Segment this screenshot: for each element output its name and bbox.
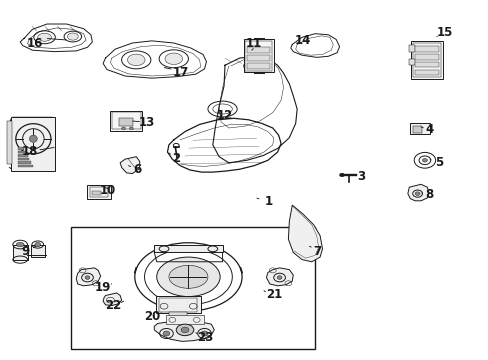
Ellipse shape [35, 242, 41, 247]
Text: 9: 9 [21, 245, 29, 258]
Bar [18, 154, 27, 157]
Bar [154, 245, 222, 252]
Text: 5: 5 [434, 156, 443, 168]
Text: 2: 2 [172, 152, 180, 165]
Ellipse shape [181, 327, 188, 333]
Bar [246, 55, 270, 61]
Ellipse shape [176, 324, 193, 336]
Polygon shape [288, 205, 322, 262]
Text: 20: 20 [143, 310, 160, 323]
Bar [11, 117, 55, 171]
Text: 7: 7 [313, 245, 321, 258]
Bar [119, 118, 133, 126]
Text: 23: 23 [197, 331, 213, 344]
Text: 15: 15 [435, 27, 452, 40]
Ellipse shape [164, 53, 182, 64]
Text: 14: 14 [294, 33, 310, 47]
Bar [246, 63, 270, 69]
Text: 3: 3 [357, 170, 365, 183]
Text: 6: 6 [133, 163, 141, 176]
Text: 10: 10 [100, 184, 116, 197]
Ellipse shape [122, 127, 125, 130]
Ellipse shape [163, 331, 169, 336]
Bar [110, 111, 142, 131]
Bar [408, 45, 414, 51]
Polygon shape [120, 157, 140, 174]
Bar [243, 40, 273, 72]
Bar [18, 150, 25, 153]
Ellipse shape [422, 158, 427, 162]
Text: 12: 12 [216, 109, 233, 122]
Text: 8: 8 [425, 188, 433, 201]
Bar [18, 147, 23, 149]
Text: 22: 22 [104, 299, 121, 312]
Bar [168, 312, 187, 318]
Ellipse shape [129, 127, 133, 130]
Bar [71, 226, 315, 348]
Bar [112, 112, 141, 130]
Text: 19: 19 [95, 281, 111, 294]
Ellipse shape [168, 265, 207, 288]
Bar [13, 244, 27, 260]
Bar [410, 41, 442, 79]
Bar [408, 59, 414, 65]
Bar [414, 69, 438, 75]
Bar [414, 62, 438, 67]
Bar [245, 41, 271, 71]
Bar [414, 46, 438, 51]
Bar [92, 191, 101, 195]
Polygon shape [154, 320, 214, 341]
Ellipse shape [85, 276, 90, 279]
Bar [409, 123, 429, 134]
Text: 4: 4 [425, 123, 433, 136]
Ellipse shape [67, 33, 78, 40]
Bar [166, 315, 203, 324]
Bar [31, 244, 44, 257]
Ellipse shape [277, 276, 282, 279]
Bar [87, 185, 111, 199]
Bar [6, 121, 12, 164]
Ellipse shape [29, 135, 37, 142]
Ellipse shape [127, 54, 145, 66]
Ellipse shape [38, 33, 51, 41]
Text: 18: 18 [22, 145, 38, 158]
Ellipse shape [16, 242, 24, 247]
Bar [159, 298, 197, 312]
Bar [18, 161, 31, 164]
Text: 11: 11 [245, 37, 262, 50]
Polygon shape [407, 184, 428, 201]
Bar [90, 187, 108, 197]
Bar [18, 165, 33, 167]
Polygon shape [103, 293, 122, 306]
Ellipse shape [339, 173, 344, 177]
Text: 16: 16 [26, 37, 43, 50]
Text: 1: 1 [264, 195, 272, 208]
Bar [18, 158, 29, 160]
Text: 17: 17 [173, 66, 189, 79]
Text: 13: 13 [139, 116, 155, 129]
Ellipse shape [201, 331, 207, 336]
Bar [412, 126, 421, 133]
Ellipse shape [414, 192, 419, 195]
Bar [156, 296, 200, 314]
Polygon shape [266, 268, 293, 286]
Text: 21: 21 [265, 288, 281, 301]
Ellipse shape [157, 257, 220, 297]
Bar [414, 54, 438, 59]
Bar [246, 47, 270, 53]
Bar [412, 42, 440, 77]
Polygon shape [76, 268, 101, 286]
